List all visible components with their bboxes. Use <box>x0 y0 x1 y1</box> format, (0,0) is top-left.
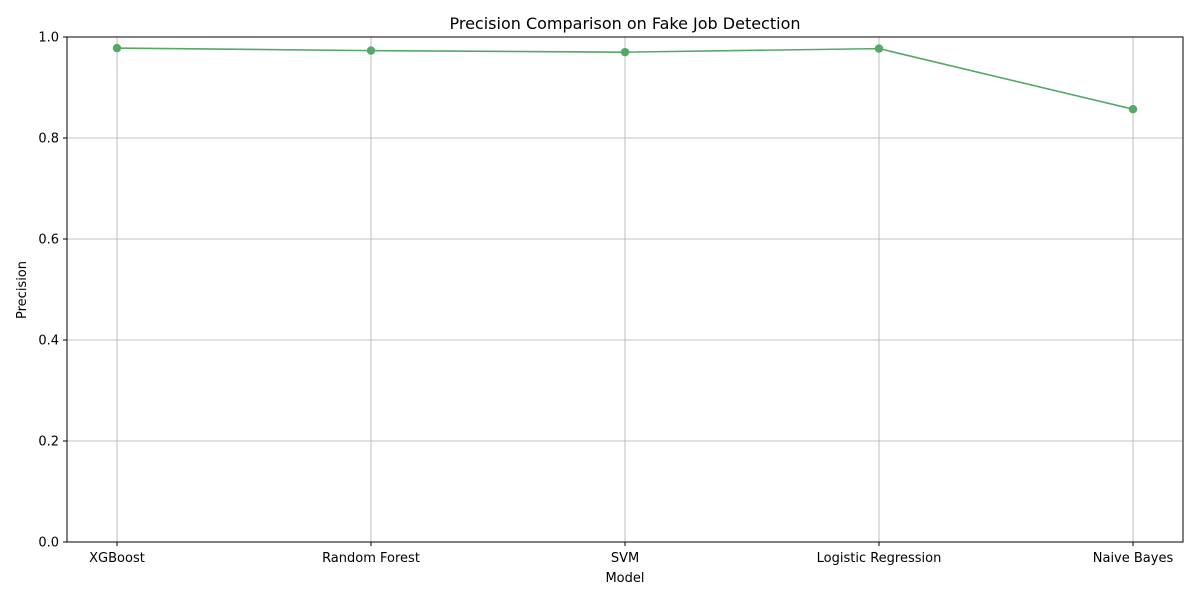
y-tick-label: 1.0 <box>38 31 59 46</box>
x-tick-label: Naive Bayes <box>1093 551 1174 566</box>
y-tick-label: 0.2 <box>38 435 59 450</box>
y-tick-label: 0.0 <box>38 536 59 551</box>
y-axis-label: Precision <box>15 261 30 319</box>
data-point <box>366 46 376 55</box>
data-point <box>874 44 884 53</box>
x-tick-label: SVM <box>611 551 639 566</box>
data-point <box>112 43 122 53</box>
y-tick-label: 0.8 <box>38 132 59 147</box>
x-tick-label: XGBoost <box>89 551 145 566</box>
data-point <box>1128 105 1138 114</box>
series-layer <box>112 43 1138 114</box>
grid-layer <box>67 36 1183 543</box>
x-tick-label: Random Forest <box>322 551 420 566</box>
chart-title: Precision Comparison on Fake Job Detecti… <box>449 14 800 33</box>
ticks-layer: 0.0 0.2 0.4 0.6 0.8 1.0 XGBoost Random Forest SV… <box>38 31 1173 567</box>
y-tick-label: 0.6 <box>38 233 59 248</box>
x-tick-label: Logistic Regression <box>817 551 942 566</box>
x-axis-label: Model <box>605 571 644 586</box>
data-point <box>620 47 630 57</box>
y-tick-label: 0.4 <box>38 334 59 349</box>
